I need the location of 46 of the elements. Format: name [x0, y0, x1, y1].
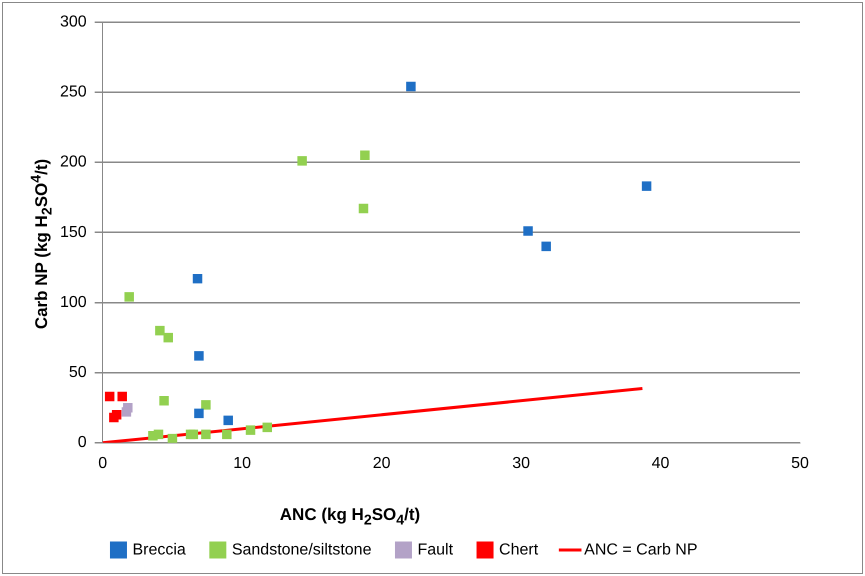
legend-label: Breccia: [132, 541, 186, 558]
y-tick-label: 100: [60, 294, 87, 311]
y-tick-label: 200: [60, 154, 87, 171]
point: [201, 430, 211, 440]
point: [297, 156, 307, 166]
x-tick-label: 30: [512, 454, 530, 472]
point: [642, 181, 652, 191]
point: [117, 392, 127, 402]
x-tick-label: 0: [98, 454, 108, 472]
y-tick-label: 50: [68, 364, 87, 382]
x-axis-title: ANC (kg H$_{2}$SO$_{4}$/t): [278, 505, 422, 528]
point: [194, 408, 204, 418]
legend-label: Fault: [417, 541, 454, 558]
point: [358, 204, 368, 214]
point: [168, 434, 178, 443]
point: [246, 425, 256, 435]
point: [159, 396, 169, 406]
x-tick-label: 20: [372, 454, 391, 472]
point: [262, 422, 272, 432]
y-tick-label: 300: [60, 13, 87, 30]
y-tick-label: 250: [60, 84, 87, 101]
point: [523, 226, 533, 236]
point: [406, 82, 416, 92]
legend-label: Sandstone/siltstone: [232, 541, 372, 558]
point: [124, 292, 134, 302]
x-tick-label: 50: [791, 454, 809, 472]
point: [194, 351, 204, 361]
point: [154, 430, 164, 440]
point: [104, 392, 114, 402]
y-tick-label: 150: [60, 224, 87, 241]
x-tick-label: 40: [652, 454, 670, 472]
point: [360, 150, 370, 160]
point: [122, 407, 132, 417]
point: [112, 410, 122, 420]
point: [201, 400, 211, 410]
point: [164, 332, 173, 342]
legend-label: ANC = Carb NP: [584, 541, 698, 558]
point: [223, 416, 233, 426]
point: [192, 274, 202, 284]
point: [222, 430, 232, 440]
x-tick-label: 10: [233, 454, 252, 472]
point: [188, 430, 198, 440]
y-tick-label: 0: [78, 434, 87, 452]
legend-label: Chert: [499, 541, 539, 558]
point: [541, 242, 551, 252]
point: [155, 326, 165, 336]
